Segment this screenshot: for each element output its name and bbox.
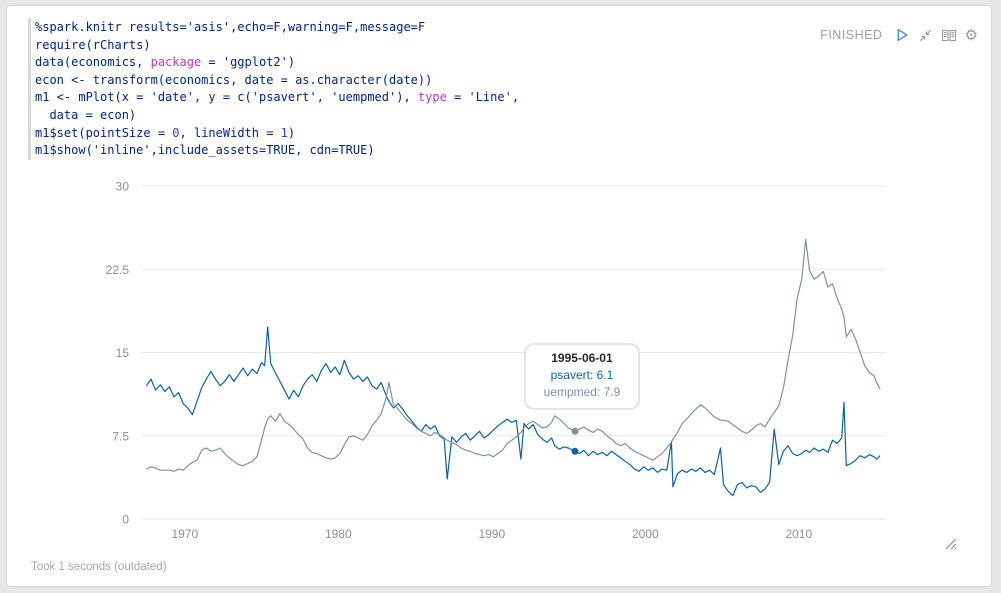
execution-time: Took 1 seconds (outdated) bbox=[31, 561, 167, 573]
svg-text:0: 0 bbox=[122, 513, 129, 527]
svg-text:30: 30 bbox=[116, 180, 130, 194]
compress-icon[interactable] bbox=[918, 28, 933, 43]
svg-text:1990: 1990 bbox=[478, 527, 505, 541]
svg-text:1980: 1980 bbox=[325, 527, 352, 541]
svg-text:7.5: 7.5 bbox=[112, 429, 129, 443]
paragraph-controls: FINISHED ⚙ bbox=[820, 26, 978, 44]
tooltip-row: uempmed: 7.9 bbox=[543, 385, 621, 399]
gear-icon[interactable]: ⚙ bbox=[964, 25, 978, 44]
paragraph-card: 0 7.5 15 22.5 30 1970 1980 1990 2000 2010 FINISHE… bbox=[6, 5, 992, 587]
svg-text:22.5: 22.5 bbox=[106, 263, 130, 277]
code-editor[interactable]: %spark.knitr results='asis',echo=F,warni… bbox=[35, 20, 520, 158]
svg-text:2010: 2010 bbox=[785, 527, 812, 541]
tooltip-values: psavert: 6.1 uempmed: 7.9 bbox=[530, 367, 634, 401]
svg-text:15: 15 bbox=[116, 346, 130, 360]
svg-text:1970: 1970 bbox=[171, 527, 198, 541]
resize-handle[interactable] bbox=[944, 537, 958, 551]
svg-text:2000: 2000 bbox=[632, 527, 659, 541]
book-icon[interactable] bbox=[941, 28, 957, 43]
tooltip-row: psavert: 6.1 bbox=[550, 368, 614, 382]
status-label: FINISHED bbox=[820, 28, 883, 42]
tooltip-date: 1995-06-01 bbox=[551, 351, 613, 365]
line-chart[interactable]: 0 7.5 15 22.5 30 1970 1980 1990 2000 2010 bbox=[7, 6, 993, 587]
run-icon[interactable] bbox=[894, 27, 910, 43]
editor-left-bar bbox=[28, 18, 31, 160]
chart-tooltip: 1995-06-01 psavert: 6.1 uempmed: 7.9 bbox=[523, 343, 640, 410]
